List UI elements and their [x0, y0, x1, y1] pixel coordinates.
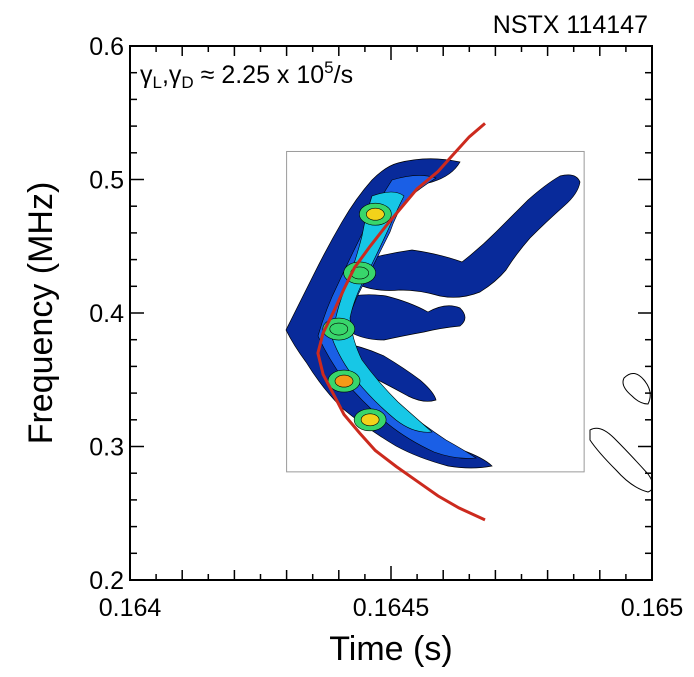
gamma-l-subscript: L: [153, 73, 162, 92]
annotation-exponent: 5: [324, 58, 333, 77]
hotspot-core-3: [334, 374, 354, 388]
plot-content: [285, 122, 652, 522]
hotspot-core-0: [366, 207, 385, 221]
gamma-d-symbol: γ: [169, 61, 182, 89]
y-tick-label-3: 0.5: [89, 167, 124, 195]
x-tick-label-0: 0.164: [99, 594, 162, 622]
x-axis-title: Time (s): [329, 630, 452, 668]
annotation-unit: /s: [334, 61, 353, 89]
stray-contour-upper: [622, 373, 651, 405]
chart-title: NSTX 114147: [493, 11, 648, 39]
y-tick-label-2: 0.4: [89, 300, 124, 328]
y-tick-label-0: 0.2: [89, 567, 124, 595]
x-axis-ticks: 0.164 0.1645 0.165: [99, 46, 684, 622]
y-tick-label-1: 0.3: [89, 434, 124, 462]
stray-contour-lower: [589, 427, 652, 493]
y-axis-ticks: 0.2 0.3 0.4 0.5 0.6: [89, 33, 652, 595]
annotation-comma: ,: [162, 61, 169, 89]
gamma-d-subscript: D: [181, 73, 193, 92]
x-tick-label-2: 0.165: [621, 594, 684, 622]
x-tick-label-1: 0.1645: [353, 594, 429, 622]
annotation-value: ≈ 2.25 x 10: [194, 61, 324, 89]
gamma-l-symbol: γ: [140, 61, 153, 89]
mode-mid-ring: [317, 175, 477, 459]
y-tick-label-4: 0.6: [89, 33, 124, 61]
hotspot-core-4: [360, 413, 380, 427]
hotspot-core-2: [329, 322, 349, 336]
model-curve: [316, 122, 486, 522]
branch-middle: [335, 294, 466, 341]
growth-rate-annotation: γL,γD ≈ 2.25 x 105/s: [140, 58, 353, 92]
spectrogram-window: [286, 150, 585, 473]
branch-upper-right: [355, 174, 581, 298]
spectrogram-blob: [285, 158, 581, 469]
y-axis-title: Frequency (MHz): [22, 182, 60, 445]
